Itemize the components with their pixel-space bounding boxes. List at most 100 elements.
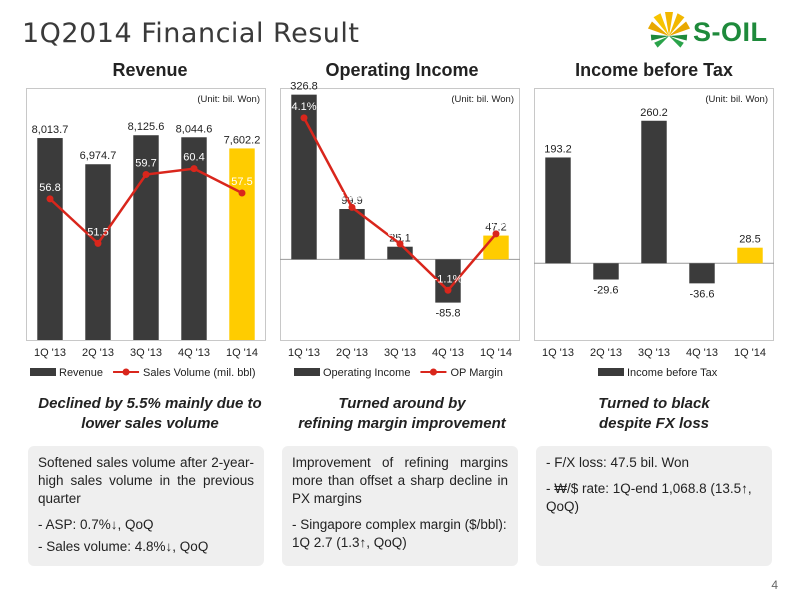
bar-value-label: 7,602.2	[224, 134, 261, 146]
unit-note: (Unit: bil. Won)	[705, 94, 768, 105]
bar	[85, 164, 111, 340]
bar-value-label: 326.8	[290, 81, 318, 93]
line-value-label: 4.1%	[291, 101, 316, 113]
x-tick-label: 2Q '13	[590, 347, 622, 359]
line-value-label: -1.1%	[434, 273, 463, 285]
bar	[291, 94, 317, 260]
bar	[737, 247, 763, 264]
bar	[545, 157, 571, 264]
series-line	[302, 117, 497, 293]
x-tick-label: 1Q '13	[288, 347, 320, 359]
bar-value-label: -36.6	[689, 288, 714, 300]
revenue-chart: (Unit: bil. Won) 8,013.7 6,974.7 8,125.6 8,0…	[26, 88, 266, 388]
legend-label: Income before Tax	[627, 367, 718, 379]
plot-frame	[26, 88, 266, 341]
line-point	[94, 239, 102, 247]
page-number: 4	[771, 578, 778, 592]
x-tick-label: 4Q '13	[178, 347, 210, 359]
detail-bullet: - ASP: 0.7%↓, QoQ	[38, 517, 154, 532]
income-before-tax-chart: (Unit: bil. Won) 193.2 -29.6 260.2 -36.6 28.5…	[534, 88, 774, 388]
operating-income-chart-svg: (Unit: bil. Won)326.899.925.1-85.847.21Q…	[280, 81, 520, 379]
bar	[689, 263, 715, 284]
x-tick-label: 1Q '14	[226, 347, 258, 359]
bar-value-label: 47.2	[485, 222, 506, 234]
operating-income-panel-title: Operating Income	[325, 60, 479, 80]
bar	[483, 235, 509, 260]
revenue-summary: Declined by 5.5% mainly due to lower sal…	[30, 394, 270, 434]
x-tick-label: 1Q '13	[542, 347, 574, 359]
line-value-label: 51.5	[87, 226, 108, 238]
line-value-label: 56.8	[39, 182, 60, 194]
legend-bar-swatch	[598, 368, 624, 376]
line-point	[190, 165, 198, 173]
bar-value-label: 193.2	[544, 143, 572, 155]
summary-line: Turned around by	[338, 395, 466, 412]
line-value-label: 0.6%	[483, 217, 508, 229]
legend-label: Revenue	[59, 367, 103, 379]
x-tick-label: 2Q '13	[82, 347, 114, 359]
revenue-detail-box: Softened sales volume after 2-year-high …	[28, 446, 264, 566]
plot-frame	[534, 88, 774, 341]
bar	[641, 120, 667, 264]
bar-value-label: 28.5	[739, 234, 760, 246]
summary-line: refining margin improvement	[298, 415, 506, 432]
unit-note: (Unit: bil. Won)	[197, 94, 260, 105]
income-before-tax-summary: Turned to black despite FX loss	[534, 394, 774, 434]
detail-bullet: - ₩/$ rate: 1Q-end 1,068.8 (13.5↑, QoQ)	[546, 481, 752, 514]
x-tick-label: 4Q '13	[686, 347, 718, 359]
summary-line: Turned to black	[598, 395, 710, 412]
line-value-label: 1.4%	[339, 190, 364, 202]
unit-note: (Unit: bil. Won)	[451, 94, 514, 105]
income-before-tax-detail-box: - F/X loss: 47.5 bil. Won - ₩/$ rate: 1Q…	[536, 446, 772, 566]
x-tick-label: 3Q '13	[638, 347, 670, 359]
line-point	[444, 286, 452, 294]
s-oil-logo: S-OIL	[645, 6, 785, 58]
legend-line-marker	[429, 368, 437, 376]
detail-paragraph: Improvement of refining margins more tha…	[292, 455, 508, 506]
legend-label: OP Margin	[450, 367, 502, 379]
bar	[593, 263, 619, 280]
operating-income-summary: Turned around by refining margin improve…	[282, 394, 522, 434]
x-tick-label: 1Q '14	[734, 347, 766, 359]
summary-line: lower sales volume	[81, 415, 219, 432]
x-tick-label: 3Q '13	[384, 347, 416, 359]
line-value-label: 57.5	[231, 176, 252, 188]
line-point	[348, 203, 356, 211]
x-tick-label: 4Q '13	[432, 347, 464, 359]
legend-label: Operating Income	[323, 367, 410, 379]
line-point	[492, 230, 500, 238]
bar-value-label: 25.1	[389, 233, 410, 245]
line-point	[238, 189, 246, 197]
legend-bar-swatch	[30, 368, 56, 376]
summary-line: Declined by 5.5% mainly due to	[38, 395, 262, 412]
line-value-label: 60.4	[183, 152, 204, 164]
plot-frame	[280, 88, 520, 341]
revenue-panel-title: Revenue	[112, 60, 188, 80]
operating-income-chart: (Unit: bil. Won) 326.8 99.9 25.1 -85.8 47.2 1Q…	[280, 81, 520, 388]
detail-bullet: - Sales volume: 4.8%↓, QoQ	[38, 539, 209, 554]
sunburst-logo-icon	[647, 12, 691, 48]
income-before-tax-chart-svg: (Unit: bil. Won) 193.2 -29.6 260.2 -36.6 28.5…	[534, 88, 774, 379]
detail-bullet: - F/X loss: 47.5 bil. Won	[546, 455, 690, 470]
summary-line: despite FX loss	[598, 415, 710, 432]
line-point	[396, 240, 404, 248]
line-point	[300, 114, 308, 122]
revenue-chart-svg: (Unit: bil. Won) 8,013.7 6,974.7 8,125.6 8,0…	[26, 88, 266, 379]
detail-paragraph: Softened sales volume after 2-year-high …	[38, 455, 254, 506]
page-title: 1Q2014 Financial Result	[22, 18, 360, 49]
line-point	[142, 171, 150, 179]
line-point	[46, 195, 54, 203]
legend-label: Sales Volume (mil. bbl)	[143, 367, 256, 379]
line-value-label: 0.3%	[387, 227, 412, 239]
operating-income-detail-box: Improvement of refining margins more tha…	[282, 446, 518, 566]
bar-value-label: 8,044.6	[176, 123, 213, 135]
bar	[229, 148, 255, 340]
x-tick-label: 2Q '13	[336, 347, 368, 359]
bar-value-label: 8,013.7	[32, 124, 69, 136]
bar	[133, 135, 159, 340]
bar-value-label: -85.8	[435, 308, 460, 320]
bar-value-label: 6,974.7	[80, 150, 117, 162]
bar-value-label: -29.6	[593, 285, 618, 297]
bar	[339, 209, 365, 260]
x-tick-label: 1Q '14	[480, 347, 512, 359]
